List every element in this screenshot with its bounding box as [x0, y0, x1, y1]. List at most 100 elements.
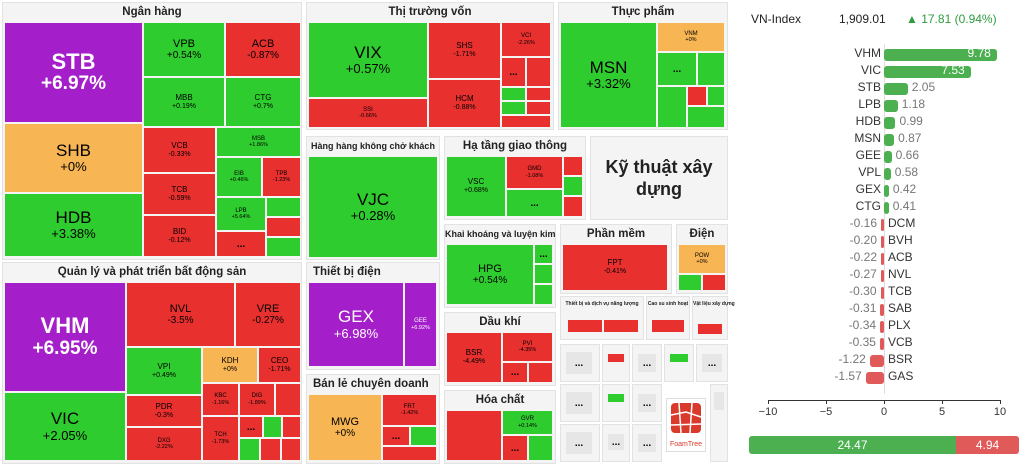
tile-BID[interactable]: BID -0.12% — [143, 215, 216, 257]
tile-small[interactable]: ... — [502, 435, 528, 461]
tile-small[interactable] — [239, 438, 260, 461]
tile-small[interactable] — [567, 319, 603, 333]
tile-small[interactable] — [260, 438, 281, 461]
tile-VJC[interactable]: VJC +0.28% — [308, 156, 438, 258]
tile-PDR[interactable]: PDR -0.3% — [126, 395, 202, 427]
tile-HDB[interactable]: HDB +3.38% — [4, 193, 143, 257]
sector-infra[interactable]: Hạ tầng giao thông VSC +0.68% GMD -1.08% .… — [444, 136, 586, 220]
tile-MSN[interactable]: MSN +3.32% — [560, 22, 657, 128]
tile-small[interactable] — [446, 410, 502, 461]
tile-small[interactable] — [266, 217, 301, 237]
tile-small[interactable] — [563, 196, 583, 217]
tile-small[interactable]: ... — [701, 353, 723, 373]
tile-small[interactable] — [526, 57, 551, 87]
tile-SSI[interactable]: SSI -0.66% — [308, 98, 428, 128]
tile-GEE[interactable]: GEE +6.92% — [404, 282, 437, 367]
tile-TCH[interactable]: TCH -1.73% — [202, 416, 239, 461]
tile-small[interactable] — [281, 438, 301, 461]
sector-software[interactable]: Phần mềm FPT -0.41% — [560, 224, 672, 294]
tile-HCM[interactable]: HCM -0.88% — [428, 79, 501, 128]
tile-small[interactable]: ... — [565, 431, 593, 455]
sector-itservice[interactable]: Thiết bị và dịch vụ năng lượng — [560, 296, 644, 340]
sector-seafood[interactable]: Cao su sinh hoạt — [646, 296, 690, 340]
tile-small[interactable]: ... — [637, 433, 657, 453]
sector-small[interactable] — [602, 384, 630, 422]
tile-SHB[interactable]: SHB +0% — [4, 123, 143, 193]
sector-small[interactable]: ... — [632, 424, 662, 462]
tile-small[interactable] — [501, 101, 526, 115]
tile-FPT[interactable]: FPT -0.41% — [562, 244, 668, 291]
tile-VIC[interactable]: VIC +2.05% — [4, 392, 126, 461]
tile-CEO[interactable]: CEO -1.71% — [258, 347, 301, 383]
tile-small[interactable]: ... — [565, 351, 593, 375]
tile-TPB[interactable]: TPB -1.23% — [262, 157, 301, 197]
tile-small[interactable]: ... — [637, 353, 657, 373]
tile-small[interactable] — [534, 284, 553, 305]
tile-small[interactable]: ... — [506, 189, 563, 217]
tile-small[interactable] — [603, 319, 639, 333]
tile-EIB[interactable]: EIB +0.46% — [216, 157, 262, 197]
tile-VIX[interactable]: VIX +0.57% — [308, 22, 428, 98]
sector-materials[interactable]: Vật liệu xây dựng — [692, 296, 735, 340]
tile-MSB[interactable]: MSB +1.86% — [216, 127, 301, 157]
tile-VCI[interactable]: VCI -2.26% — [501, 22, 551, 57]
tile-GMD[interactable]: GMD -1.08% — [506, 156, 563, 189]
tile-MBB[interactable]: MBB +0.19% — [143, 77, 225, 127]
sector-power[interactable]: Điện POW +0% — [676, 224, 728, 294]
tile-small[interactable] — [266, 197, 301, 217]
sector-small[interactable]: ... — [602, 424, 630, 462]
tile-small[interactable]: ... — [657, 52, 697, 86]
tile-small[interactable] — [687, 106, 725, 128]
tile-small[interactable] — [697, 323, 723, 335]
tile-small[interactable] — [263, 416, 282, 438]
tile-small[interactable] — [563, 176, 583, 196]
sector-oil[interactable]: Dầu khí BSR -4.49% PVI -4.35% ... — [444, 312, 556, 386]
tile-small[interactable] — [266, 237, 301, 257]
tile-VPI[interactable]: VPI +0.49% — [126, 347, 202, 395]
tile-small[interactable] — [534, 264, 553, 284]
tile-VRE[interactable]: VRE -0.27% — [235, 282, 301, 347]
sector-equip[interactable]: Thiết bị điện GEX +6.98% GEE +6.92% — [306, 262, 440, 370]
sector-realestate[interactable]: Quản lý và phát triển bất động sản VHM +6… — [2, 262, 302, 464]
tile-small[interactable] — [707, 86, 725, 106]
tile-GEX[interactable]: GEX +6.98% — [308, 282, 404, 367]
tile-KDH[interactable]: KDH +0% — [202, 347, 258, 383]
tile-small[interactable] — [678, 274, 702, 291]
sector-small[interactable]: ... — [560, 384, 600, 422]
sector-small[interactable]: ... — [632, 384, 662, 422]
tile-DXG[interactable]: DXG -2.22% — [126, 427, 202, 461]
tile-LPB[interactable]: LPB +5.64% — [216, 197, 266, 231]
tile-small[interactable]: ... — [382, 426, 410, 446]
tile-small[interactable] — [501, 115, 551, 128]
sector-chem[interactable]: Hóa chất GVR +0.14% ... — [444, 390, 556, 464]
tile-small[interactable] — [607, 353, 625, 363]
sector-small[interactable]: ... — [560, 344, 600, 382]
tile-small[interactable] — [275, 383, 301, 416]
tile-BSR[interactable]: BSR -4.49% — [446, 332, 502, 383]
tile-small[interactable] — [657, 86, 687, 128]
tile-MWG[interactable]: MWG +0% — [308, 394, 382, 461]
tile-VHM[interactable]: VHM +6.95% — [4, 282, 126, 392]
tile-VCB[interactable]: VCB -0.33% — [143, 127, 216, 173]
tile-small[interactable] — [697, 52, 725, 86]
sector-small[interactable] — [710, 384, 728, 462]
tile-small[interactable]: ... — [239, 416, 263, 438]
tile-KBC[interactable]: KBC -1.16% — [202, 383, 239, 416]
sector-mining[interactable]: Khai khoáng và luyện kim HPG +0.54% ... — [444, 224, 556, 308]
tile-small[interactable] — [563, 156, 583, 176]
tile-POW[interactable]: POW +0% — [678, 244, 726, 274]
tile-small[interactable] — [669, 353, 689, 363]
tile-small[interactable] — [526, 87, 551, 101]
tile-STB[interactable]: STB +6.97% — [4, 22, 143, 123]
sector-small[interactable] — [664, 344, 694, 382]
tile-PVI[interactable]: PVI -4.35% — [502, 332, 553, 362]
tile-small[interactable]: ... — [565, 391, 593, 415]
sector-tech[interactable]: Kỹ thuật xây dựng — [590, 136, 728, 220]
tile-DIG[interactable]: DIG -1.89% — [239, 383, 275, 416]
tile-small[interactable]: ... — [637, 393, 657, 413]
sector-food[interactable]: Thực phẩm MSN +3.32% VNM +0% ... — [558, 2, 728, 130]
tile-SHS[interactable]: SHS -1.71% — [428, 22, 501, 79]
tile-small[interactable] — [501, 87, 526, 101]
tile-ACB[interactable]: ACB -0.87% — [225, 22, 301, 77]
tile-VSC[interactable]: VSC +0.68% — [446, 156, 506, 217]
